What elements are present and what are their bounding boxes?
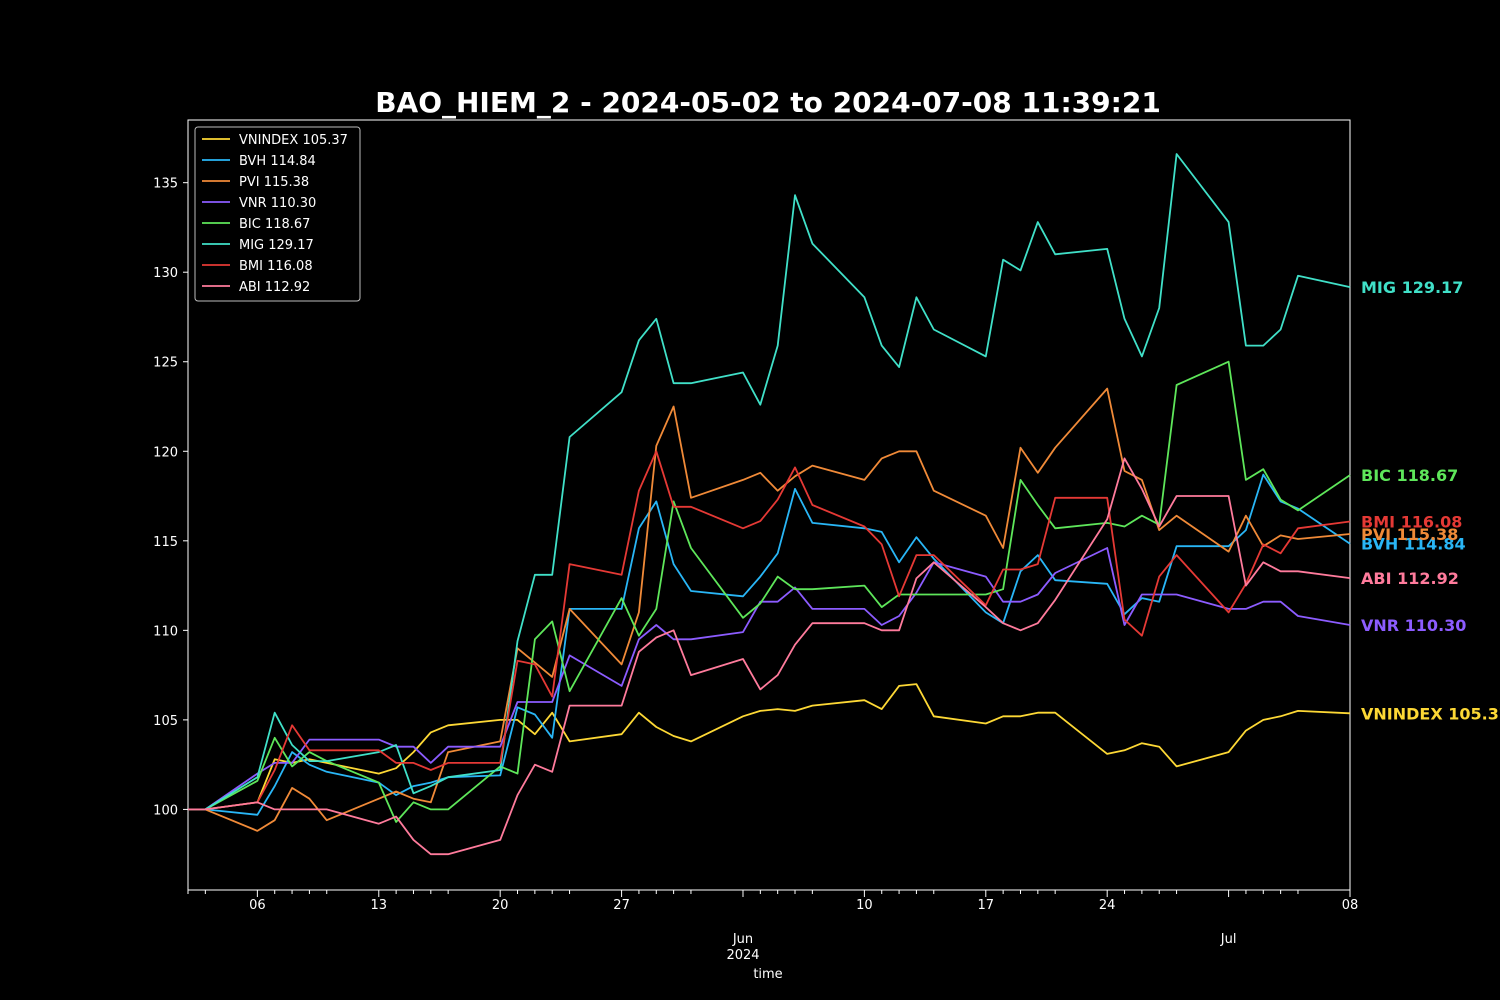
series-line (188, 457, 1351, 856)
x-tick-label: 17 (978, 898, 995, 913)
legend-box (194, 126, 361, 302)
y-tick-label: 120 (153, 445, 178, 460)
series-end-label: VNINDEX 105.37 (1361, 704, 1500, 723)
series-layer (188, 153, 1351, 856)
series-line (188, 683, 1351, 811)
series-end-label: BIC 118.67 (1361, 466, 1458, 485)
series-end-label: BMI 116.08 (1361, 512, 1462, 531)
legend-entry: BMI 116.08 (239, 259, 313, 274)
x-tick-label: 08 (1342, 898, 1359, 913)
x-tick-label: 13 (371, 898, 388, 913)
chart-title: BAO_HIEM_2 - 2024-05-02 to 2024-07-08 11… (375, 86, 1161, 119)
x-tick-label: 20 (492, 898, 509, 913)
x-tick-label: 24 (1099, 898, 1116, 913)
series-line (188, 153, 1351, 811)
series-line (188, 473, 1351, 816)
series-line (188, 450, 1351, 811)
series-end-label: ABI 112.92 (1361, 569, 1459, 588)
series-end-label: VNR 110.30 (1361, 616, 1466, 635)
legend-entry: PVI 115.38 (239, 175, 309, 190)
x-month-label: Jun (732, 932, 753, 947)
x-year-label: 2024 (726, 948, 759, 963)
y-axis: 100 105 110 115 120 125 130 135 (153, 177, 188, 818)
legend-entry: VNINDEX 105.37 (239, 133, 348, 148)
legend: VNINDEX 105.37 BVH 114.84 PVI 115.38 VNR 11… (194, 126, 361, 302)
y-tick-label: 135 (153, 177, 178, 192)
y-tick-label: 130 (153, 266, 178, 281)
legend-entry: BIC 118.67 (239, 217, 310, 232)
series-end-label: PVI 115.38 (1361, 525, 1458, 544)
x-month-label: Jul (1220, 932, 1237, 947)
legend-entry: VNR 110.30 (239, 196, 316, 211)
legend-entry: MIG 129.17 (239, 238, 314, 253)
y-tick-label: 110 (153, 624, 178, 639)
plot-frame (187, 119, 1351, 891)
series-end-label: BVH 114.84 (1361, 535, 1466, 554)
y-tick-label: 105 (153, 714, 178, 729)
y-tick-label: 125 (153, 356, 178, 371)
x-tick-label: 10 (856, 898, 873, 913)
series-line (188, 360, 1351, 823)
series-line (188, 387, 1351, 832)
x-axis-label: time (753, 967, 782, 982)
series-end-label: MIG 129.17 (1361, 278, 1463, 297)
x-tick-label: 27 (613, 898, 630, 913)
x-tick-label: 06 (249, 898, 266, 913)
legend-entry: ABI 112.92 (239, 280, 310, 295)
y-tick-label: 100 (153, 803, 178, 818)
y-tick-label: 115 (153, 535, 178, 550)
legend-entry: BVH 114.84 (239, 154, 316, 169)
